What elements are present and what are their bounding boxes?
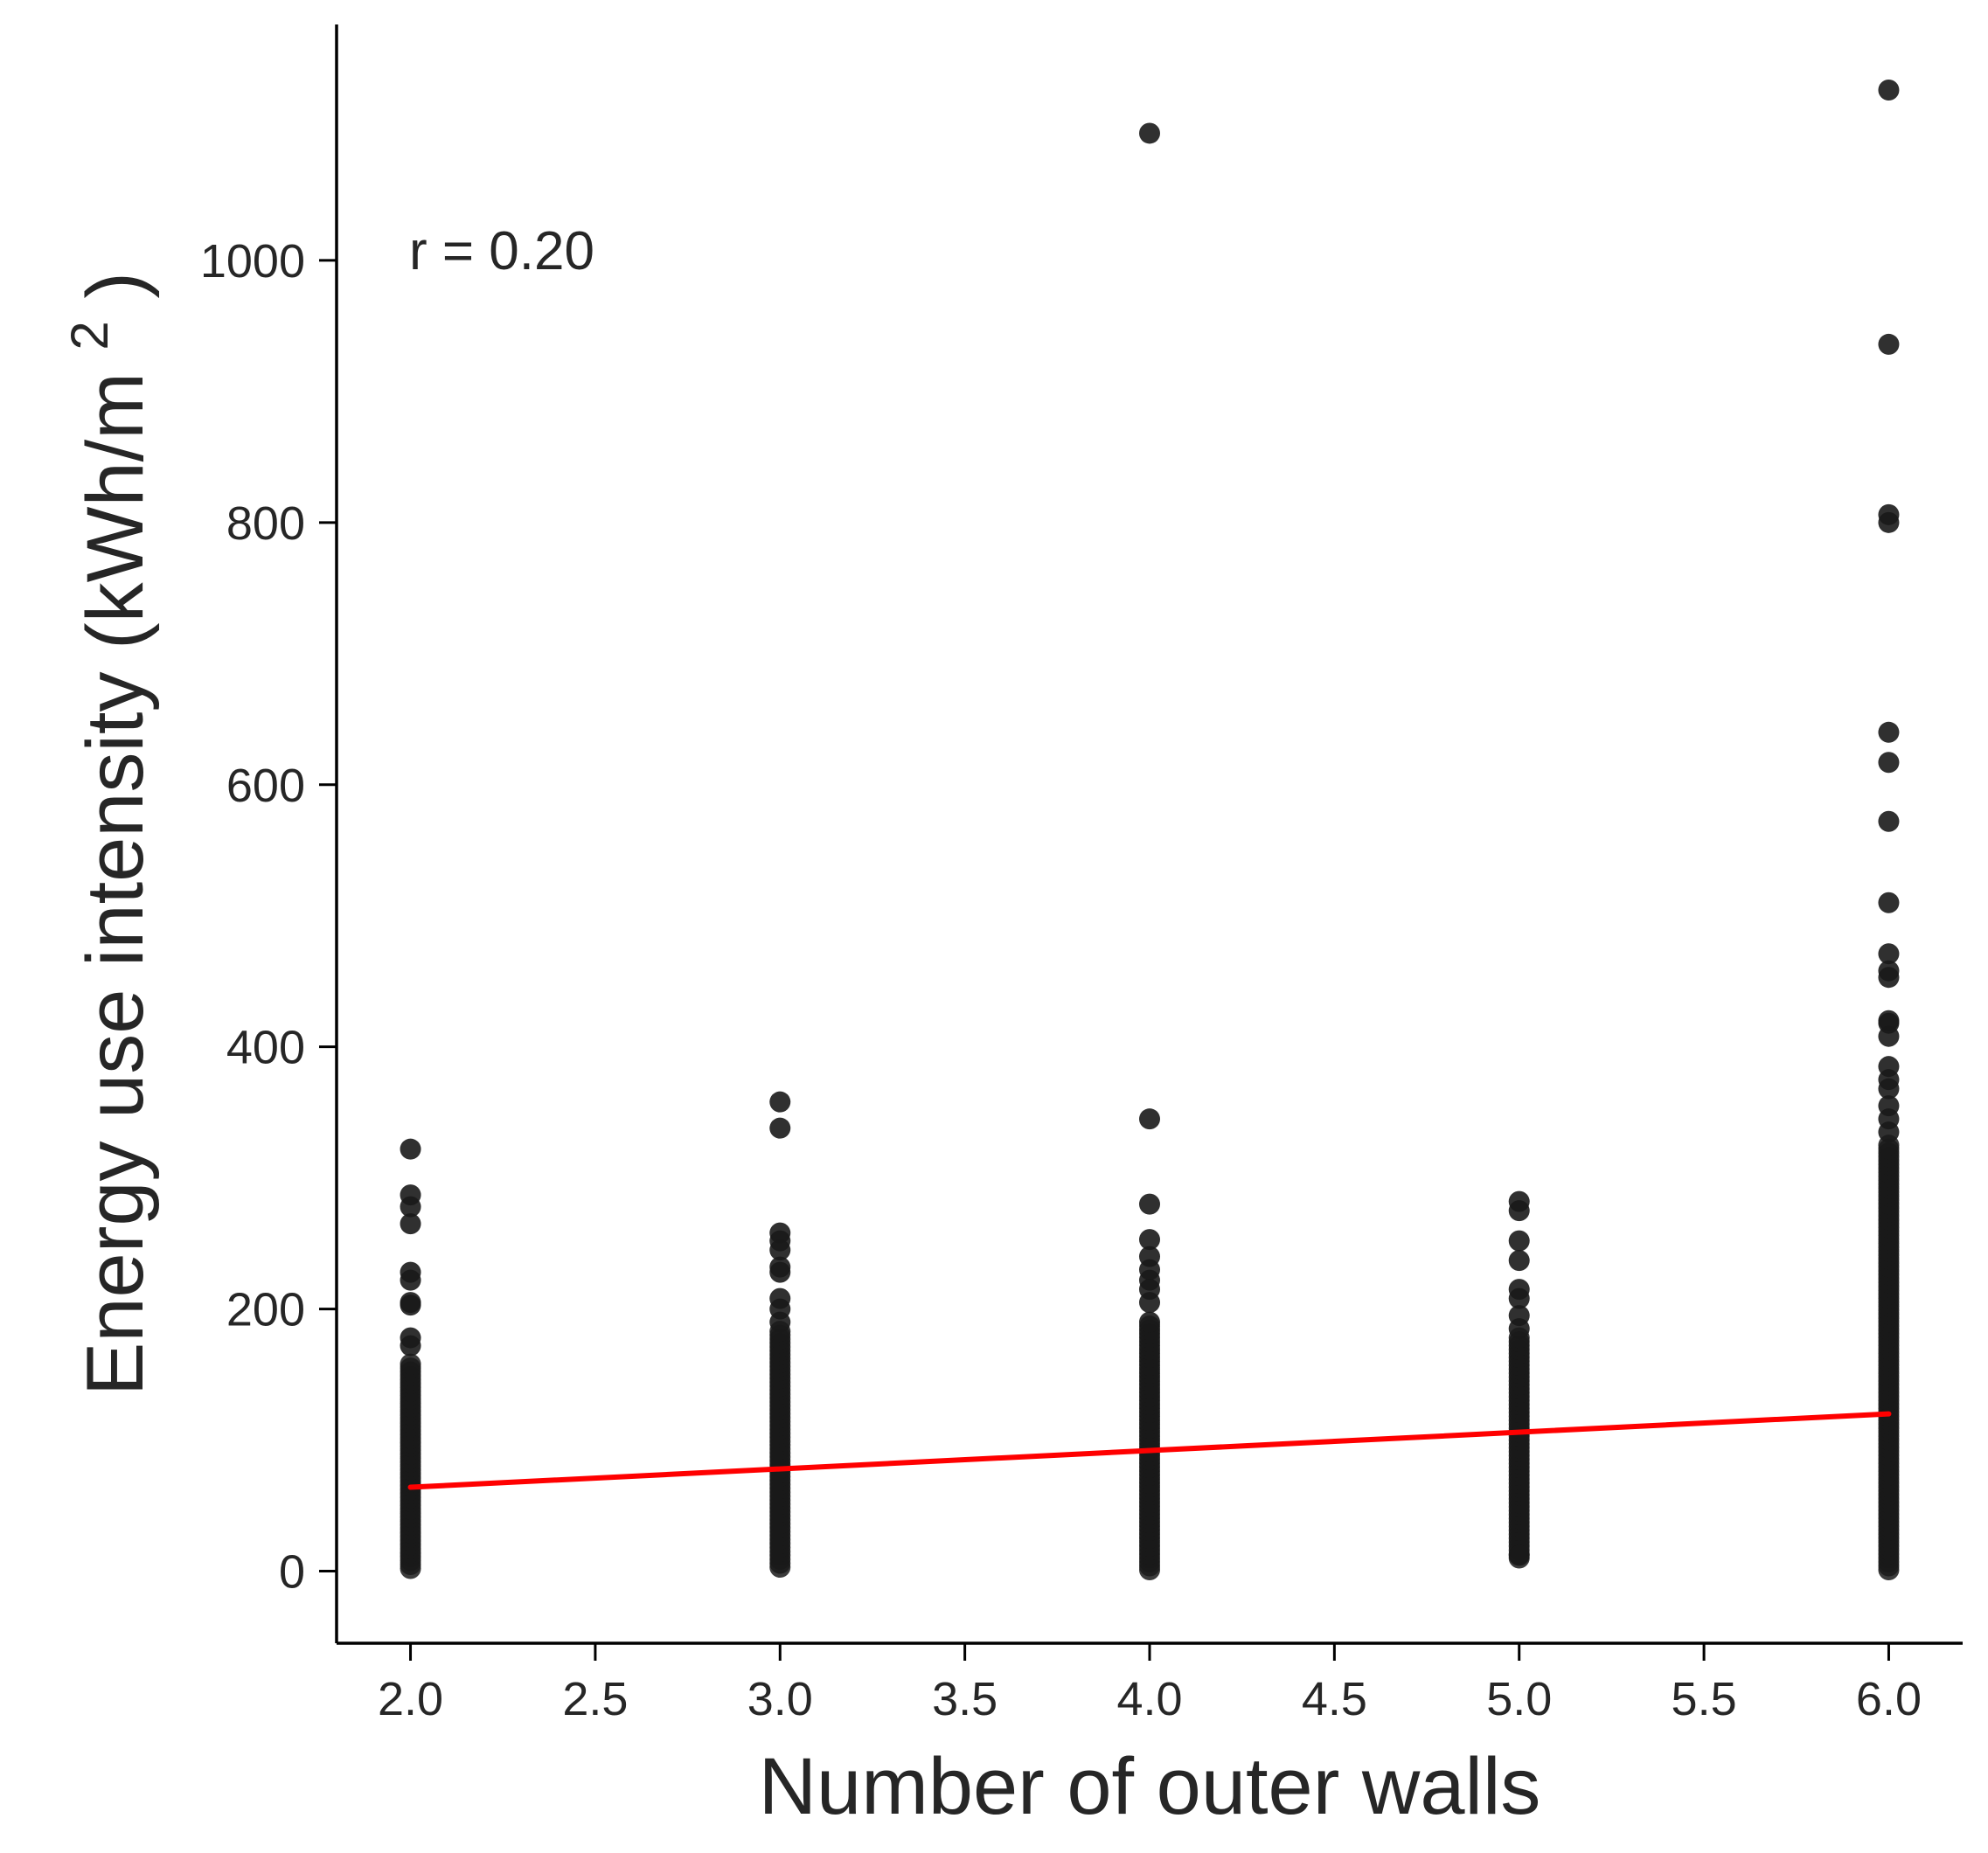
data-point xyxy=(1878,943,1900,965)
correlation-annotation: r = 0.20 xyxy=(409,221,594,281)
y-tick-label: 600 xyxy=(226,760,305,812)
data-point xyxy=(400,1335,421,1357)
data-point xyxy=(1878,511,1900,533)
x-tick-label: 4.0 xyxy=(1116,1673,1182,1725)
data-point xyxy=(400,1269,421,1291)
data-point xyxy=(1139,1229,1160,1251)
y-tick-label: 0 xyxy=(279,1546,305,1599)
x-tick-label: 3.0 xyxy=(747,1673,813,1725)
x-tick-label: 6.0 xyxy=(1856,1673,1922,1725)
x-tick-label: 3.5 xyxy=(932,1673,997,1725)
data-points xyxy=(400,79,1900,1581)
data-point xyxy=(1878,721,1900,743)
y-tick-label: 400 xyxy=(226,1022,305,1074)
axes: 2.0 2.5 3.0 3.5 4.0 4.5 5.0 5.5 6.0 0 200 400 600 800… xyxy=(200,24,1963,1725)
data-point xyxy=(1139,1292,1160,1314)
data-point xyxy=(1878,810,1900,832)
data-point xyxy=(1878,333,1900,355)
data-point xyxy=(400,1196,421,1218)
data-point xyxy=(1139,1108,1160,1130)
x-tick-label: 5.0 xyxy=(1486,1673,1552,1725)
data-point xyxy=(1878,967,1900,989)
data-point xyxy=(1878,1121,1900,1143)
data-point xyxy=(1508,1287,1530,1309)
x-tick-label: 5.5 xyxy=(1672,1673,1737,1725)
data-point xyxy=(1508,1544,1530,1566)
data-point xyxy=(1139,1193,1160,1215)
data-point xyxy=(400,1213,421,1235)
data-point xyxy=(769,1239,791,1261)
data-point xyxy=(1139,1311,1160,1333)
x-tick-label: 2.0 xyxy=(378,1673,443,1725)
data-point xyxy=(1878,892,1900,913)
data-point xyxy=(769,1261,791,1283)
x-tick-label: 4.5 xyxy=(1302,1673,1367,1725)
data-point xyxy=(1139,122,1160,144)
y-axis-title-main: Energy use intensity (kWh/m xyxy=(71,372,160,1396)
data-point xyxy=(1508,1250,1530,1272)
data-point xyxy=(1878,79,1900,101)
data-point xyxy=(1508,1230,1530,1252)
regression-line-layer xyxy=(407,1411,1892,1490)
data-point xyxy=(769,1091,791,1113)
data-point xyxy=(1878,1078,1900,1100)
regression-line xyxy=(407,1411,1892,1490)
y-tick-label: 1000 xyxy=(200,235,305,288)
data-point xyxy=(1508,1318,1530,1340)
data-point xyxy=(400,1138,421,1160)
y-tick-label: 800 xyxy=(226,497,305,550)
data-point xyxy=(400,1353,421,1375)
x-tick-label: 2.5 xyxy=(562,1673,628,1725)
data-point xyxy=(1878,1025,1900,1047)
x-axis-title: Number of outer walls xyxy=(759,1742,1541,1831)
data-point xyxy=(769,1117,791,1139)
data-point xyxy=(1508,1200,1530,1222)
data-point xyxy=(1878,752,1900,774)
y-axis-title-close: ) xyxy=(71,272,160,299)
y-axis-title-superscript: 2 xyxy=(60,321,119,350)
y-tick-label: 200 xyxy=(226,1284,305,1336)
y-axis-title: Energy use intensity (kWh/m 2 ) xyxy=(36,272,160,1396)
data-point xyxy=(769,1311,791,1333)
data-point xyxy=(400,1294,421,1316)
